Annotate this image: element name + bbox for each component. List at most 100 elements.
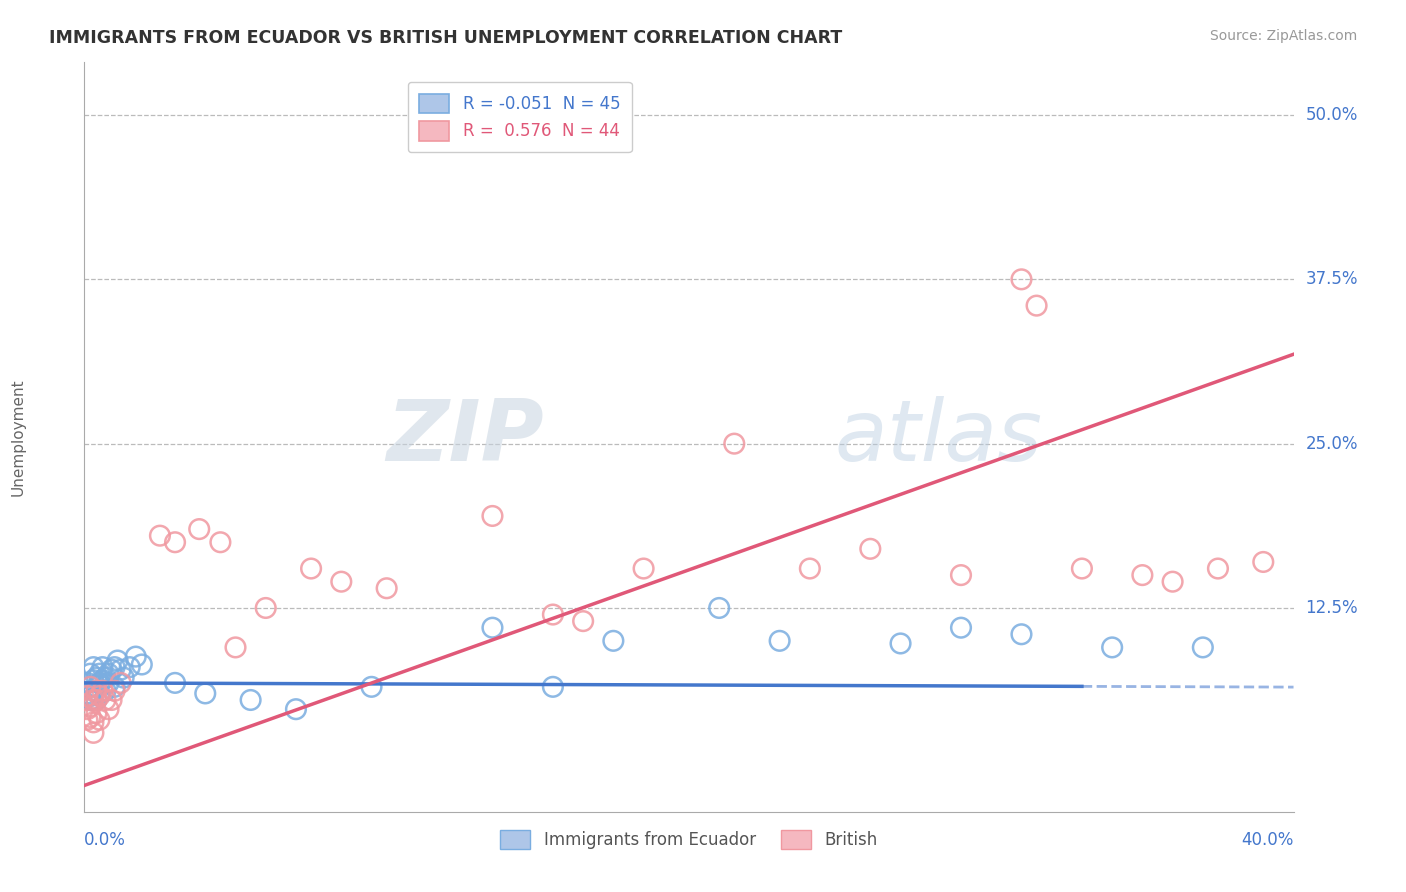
Point: [572, 614, 595, 628]
Text: 12.5%: 12.5%: [1306, 599, 1358, 617]
Point: [1206, 561, 1229, 575]
Point: [1161, 574, 1184, 589]
Point: [165, 676, 187, 690]
Point: [602, 633, 624, 648]
Point: [209, 535, 232, 549]
Point: [82, 673, 104, 688]
Point: [165, 535, 187, 549]
Point: [709, 601, 731, 615]
Point: [79, 699, 101, 714]
Text: Unemployment: Unemployment: [10, 378, 25, 496]
Point: [1192, 640, 1215, 655]
Point: [79, 689, 101, 703]
Point: [799, 561, 821, 575]
Point: [91, 673, 114, 688]
Point: [91, 683, 114, 698]
Text: atlas: atlas: [834, 395, 1042, 479]
Point: [481, 621, 503, 635]
Legend: Immigrants from Ecuador, British: Immigrants from Ecuador, British: [494, 823, 884, 855]
Point: [76, 702, 98, 716]
Point: [89, 686, 111, 700]
Point: [285, 702, 308, 716]
Point: [225, 640, 247, 655]
Point: [375, 581, 398, 595]
Point: [82, 715, 104, 730]
Point: [89, 713, 111, 727]
Point: [859, 541, 882, 556]
Text: IMMIGRANTS FROM ECUADOR VS BRITISH UNEMPLOYMENT CORRELATION CHART: IMMIGRANTS FROM ECUADOR VS BRITISH UNEMP…: [49, 29, 842, 46]
Point: [125, 649, 148, 664]
Point: [1071, 561, 1094, 575]
Point: [299, 561, 322, 575]
Point: [1253, 555, 1275, 569]
Text: 40.0%: 40.0%: [1241, 831, 1294, 849]
Point: [76, 686, 98, 700]
Point: [1025, 299, 1047, 313]
Point: [360, 680, 382, 694]
Point: [633, 561, 655, 575]
Point: [79, 680, 101, 694]
Point: [79, 693, 101, 707]
Point: [188, 522, 211, 536]
Point: [769, 633, 792, 648]
Point: [254, 601, 277, 615]
Point: [94, 693, 117, 707]
Point: [79, 680, 101, 694]
Point: [950, 621, 973, 635]
Point: [107, 654, 129, 668]
Text: 37.5%: 37.5%: [1306, 270, 1358, 288]
Point: [104, 683, 127, 698]
Point: [110, 676, 132, 690]
Point: [89, 689, 111, 703]
Point: [97, 666, 120, 681]
Point: [100, 663, 122, 677]
Point: [100, 693, 122, 707]
Text: ZIP: ZIP: [387, 395, 544, 479]
Point: [89, 666, 111, 681]
Text: Source: ZipAtlas.com: Source: ZipAtlas.com: [1209, 29, 1357, 43]
Point: [76, 676, 98, 690]
Point: [112, 671, 135, 685]
Point: [82, 693, 104, 707]
Point: [481, 508, 503, 523]
Point: [94, 683, 117, 698]
Point: [76, 689, 98, 703]
Point: [91, 660, 114, 674]
Point: [118, 660, 141, 674]
Point: [104, 680, 127, 694]
Point: [79, 666, 101, 681]
Point: [82, 660, 104, 674]
Point: [541, 680, 564, 694]
Point: [86, 683, 108, 698]
Text: 0.0%: 0.0%: [84, 831, 127, 849]
Point: [950, 568, 973, 582]
Point: [89, 676, 111, 690]
Point: [239, 693, 262, 707]
Point: [194, 686, 217, 700]
Point: [131, 657, 153, 672]
Point: [149, 529, 172, 543]
Text: 50.0%: 50.0%: [1306, 106, 1358, 124]
Point: [79, 710, 101, 724]
Point: [1011, 272, 1033, 286]
Point: [723, 436, 745, 450]
Point: [76, 713, 98, 727]
Point: [86, 693, 108, 707]
Point: [94, 671, 117, 685]
Point: [97, 702, 120, 716]
Point: [1011, 627, 1033, 641]
Point: [890, 636, 912, 650]
Point: [86, 693, 108, 707]
Point: [86, 680, 108, 694]
Point: [82, 683, 104, 698]
Point: [1101, 640, 1123, 655]
Point: [97, 676, 120, 690]
Point: [330, 574, 353, 589]
Point: [86, 671, 108, 685]
Point: [110, 663, 132, 677]
Point: [1130, 568, 1153, 582]
Point: [86, 706, 108, 720]
Point: [541, 607, 564, 622]
Text: 25.0%: 25.0%: [1306, 434, 1358, 452]
Point: [82, 726, 104, 740]
